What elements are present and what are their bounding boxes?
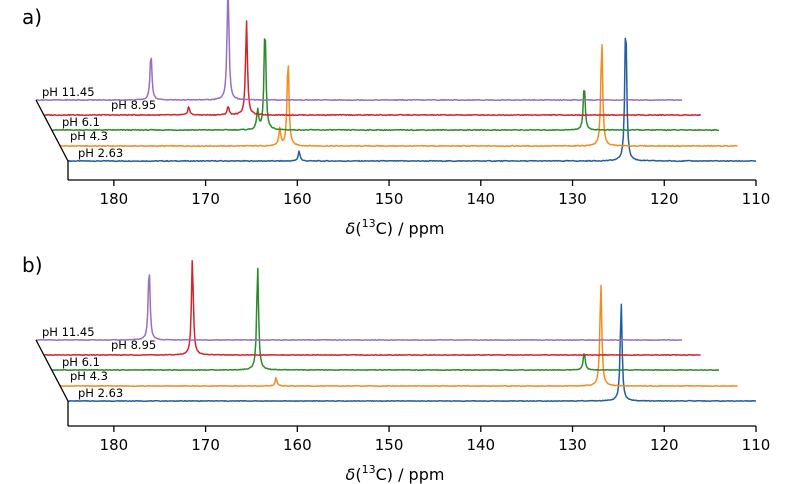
x-tick-label: 160 (283, 436, 312, 454)
trace-label: pH 6.1 (62, 355, 100, 369)
x-tick-label: 180 (100, 436, 129, 454)
panel-b: b) pH 2.63 pH 4.3pH 6.1 pH 8.95 pH 11.45 180 1… (22, 253, 770, 484)
x-tick-label: 130 (558, 436, 587, 454)
trace-label: pH 11.45 (42, 325, 95, 339)
depth-axis-line (35, 339, 69, 402)
spectrum-ph-8_95 (43, 260, 701, 357)
trace-label: pH 4.3 (70, 369, 108, 383)
spectrum-ph-2_63 (67, 303, 757, 403)
x-tick-label: 170 (191, 436, 220, 454)
trace-label: pH 8.95 (111, 98, 156, 112)
x-tick-label: 140 (466, 436, 495, 454)
panel-label: b) (22, 253, 43, 277)
spectrum-ph-11_45 (35, 274, 683, 342)
spectrum-ph-6_1 (51, 38, 720, 132)
x-tick-label: 160 (283, 190, 312, 208)
trace-label: pH 8.95 (111, 338, 156, 352)
x-axis-label: δ(13C) / ppm (346, 217, 445, 238)
trace-label: pH 4.3 (70, 129, 108, 143)
panel-label: a) (22, 5, 42, 29)
x-tick-label: 180 (100, 190, 129, 208)
spectrum-ph-4_3 (59, 44, 738, 148)
trace-label: pH 2.63 (78, 386, 123, 400)
depth-axis-line (35, 99, 69, 162)
x-tick-label: 170 (191, 190, 220, 208)
x-tick-label: 140 (466, 190, 495, 208)
x-tick-label: 110 (742, 436, 771, 454)
spectrum-ph-11_45 (35, 0, 683, 102)
x-tick-label: 130 (558, 190, 587, 208)
spectrum-ph-4_3 (59, 284, 738, 388)
trace-label: pH 11.45 (42, 85, 95, 99)
trace-label: pH 6.1 (62, 115, 100, 129)
spectrum-ph-6_1 (51, 267, 720, 372)
trace-label: pH 2.63 (78, 146, 123, 160)
x-tick-label: 110 (742, 190, 771, 208)
x-tick-label: 120 (650, 190, 679, 208)
x-tick-label: 150 (375, 436, 404, 454)
panel-a: a) pH 2.63 pH 4.3pH 6.1 pH 8.95 pH 11.45 180 1… (22, 0, 770, 238)
x-tick-label: 150 (375, 190, 404, 208)
x-tick-label: 120 (650, 436, 679, 454)
spectrum-ph-2_63 (67, 37, 757, 163)
x-axis-label: δ(13C) / ppm (346, 463, 445, 484)
spectrum-ph-8_95 (43, 20, 702, 117)
